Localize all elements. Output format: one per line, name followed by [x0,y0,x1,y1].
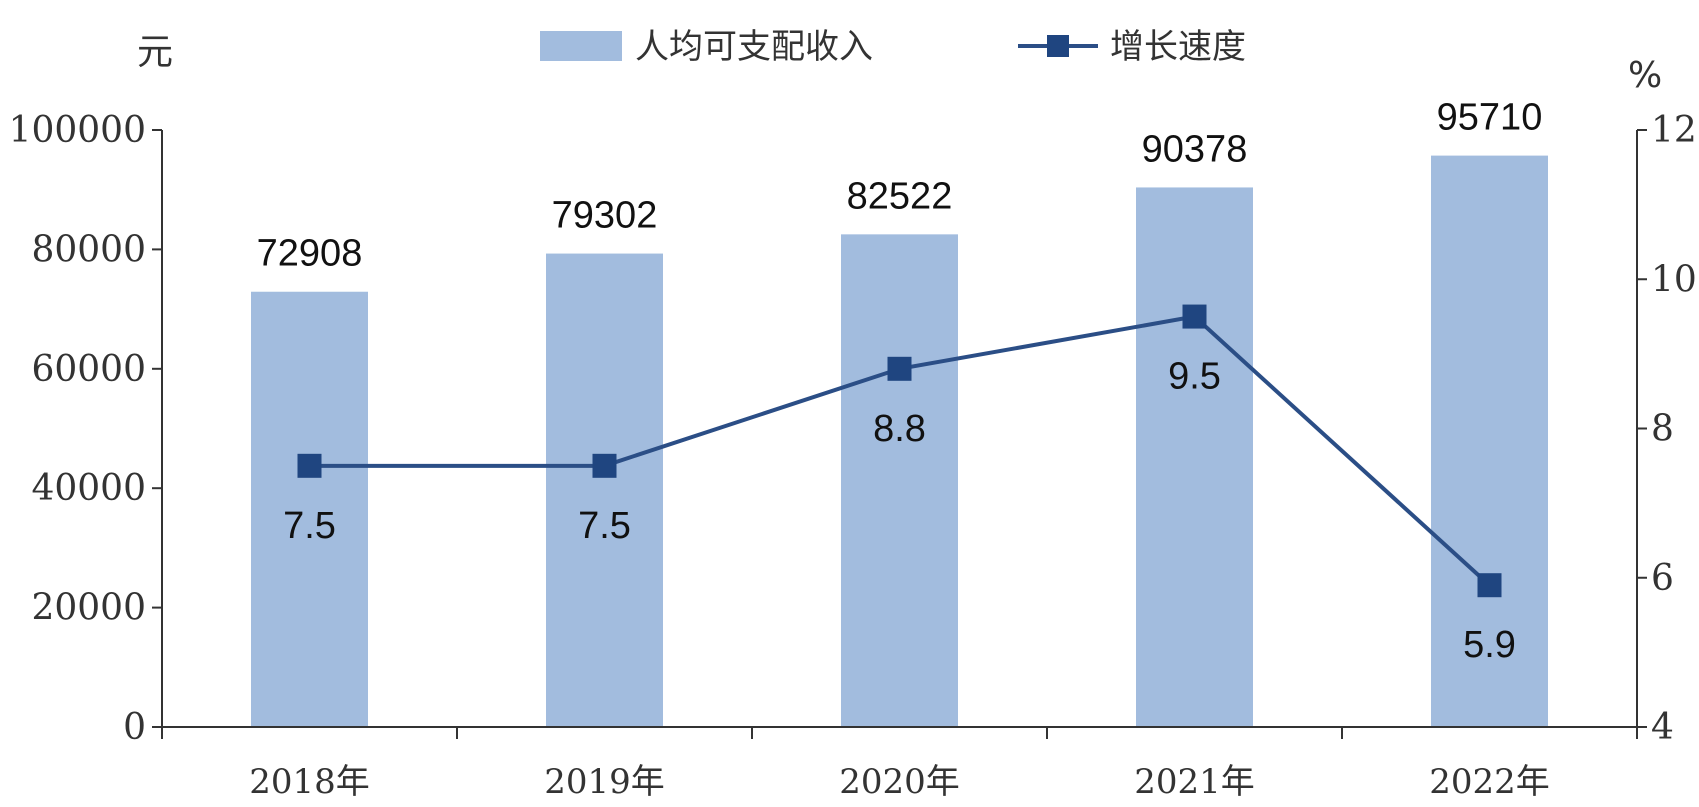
right-tick-label: 8 [1651,409,1674,450]
x-tick-label: 2022年 [1429,762,1550,802]
x-tick-label: 2021年 [1134,762,1255,802]
x-tick-label: 2020年 [839,762,960,802]
line-layer [297,304,1502,598]
income-bar [546,253,663,727]
bar-value-label: 90378 [1142,128,1248,170]
bar-value-label: 82522 [847,175,953,217]
right-tick-label: 6 [1651,558,1674,599]
growth-rate-marker [887,356,912,381]
labels-layer: 72908 79302 82522 90378 95710 7.5 7.5 8.8 9.5 5.9 [257,97,1543,667]
bars-layer [251,155,1548,727]
bar-value-label: 95710 [1437,97,1543,139]
bar-value-label: 79302 [552,195,658,237]
left-axis-unit: 元 [137,32,173,73]
legend-bar-label: 人均可支配收入 [635,27,873,67]
growth-rate-marker [297,453,322,478]
income-bar [841,234,958,727]
bar-value-label: 72908 [257,233,363,275]
growth-rate-marker [592,453,617,478]
left-tick-label: 20000 [31,588,146,629]
right-tick-label: 12 [1651,110,1697,151]
axes-layer: 0 20000 40000 60000 80000 100000 4 6 8 10 12 2018年 2… [9,32,1697,802]
growth-rate-label: 7.5 [578,505,631,547]
income-bar [1136,187,1253,727]
x-tick-label: 2018年 [249,762,370,802]
legend-line-marker [1047,35,1069,57]
legend: 人均可支配收入 增长速度 [540,27,1246,67]
legend-bar-swatch [540,31,622,61]
growth-rate-marker [1477,573,1502,598]
income-bar [251,291,368,727]
legend-line-label: 增长速度 [1110,27,1246,67]
growth-rate-label: 9.5 [1168,356,1221,398]
right-tick-label: 4 [1651,707,1674,748]
growth-rate-label: 7.5 [283,505,336,547]
growth-rate-marker [1182,304,1207,329]
x-tick-label: 2019年 [544,762,665,802]
income-bar [1431,155,1548,727]
left-tick-label: 0 [123,707,146,748]
growth-rate-label: 8.8 [873,408,926,450]
growth-rate-label: 5.9 [1463,624,1516,666]
left-tick-label: 80000 [31,229,146,270]
left-tick-label: 100000 [9,110,146,151]
left-tick-label: 60000 [31,349,146,390]
right-tick-label: 10 [1651,259,1697,300]
right-axis-unit: % [1628,55,1662,96]
left-tick-label: 40000 [31,468,146,509]
